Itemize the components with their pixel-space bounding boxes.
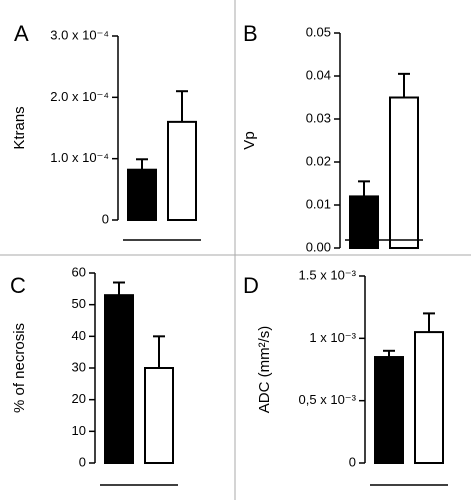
bar [167, 120, 197, 221]
y-tick-label: 3.0 x 10⁻⁴ [50, 27, 109, 42]
panel-label: B [243, 21, 258, 46]
y-tick-label: 60 [72, 264, 86, 279]
bar [104, 294, 134, 464]
y-tick-label: 20 [72, 391, 86, 406]
y-tick-label: 0.05 [306, 24, 331, 39]
y-tick-label: 40 [72, 328, 86, 343]
y-tick-label: 0,5 x 10⁻³ [299, 392, 357, 407]
bar [127, 168, 157, 221]
bar [414, 331, 444, 464]
y-tick-label: 10 [72, 423, 86, 438]
y-tick-label: 50 [72, 296, 86, 311]
y-tick-label: 2.0 x 10⁻⁴ [50, 89, 109, 104]
bar [144, 367, 174, 464]
y-tick-label: 0.01 [306, 196, 331, 211]
panel-label: D [243, 273, 259, 298]
y-tick-label: 1.5 x 10⁻³ [299, 267, 357, 282]
y-tick-label: 0.04 [306, 67, 331, 82]
y-axis-label: Vp [241, 131, 258, 149]
y-tick-label: 1.0 x 10⁻⁴ [50, 150, 109, 165]
y-tick-label: 0 [102, 211, 109, 226]
y-tick-label: 0.02 [306, 153, 331, 168]
y-axis-label: ADC (mm²/s) [256, 326, 273, 413]
y-tick-label: 1 x 10⁻³ [309, 330, 356, 345]
bar [374, 356, 404, 464]
y-axis-label: Ktrans [11, 106, 28, 149]
panel-label: A [14, 21, 29, 46]
y-tick-label: 0.00 [306, 239, 331, 254]
y-tick-label: 0 [349, 454, 356, 469]
panel-label: C [10, 273, 26, 298]
y-axis-label: % of necrosis [11, 323, 28, 413]
y-tick-label: 0.03 [306, 110, 331, 125]
bar [389, 96, 419, 249]
y-tick-label: 30 [72, 359, 86, 374]
y-tick-label: 0 [79, 454, 86, 469]
